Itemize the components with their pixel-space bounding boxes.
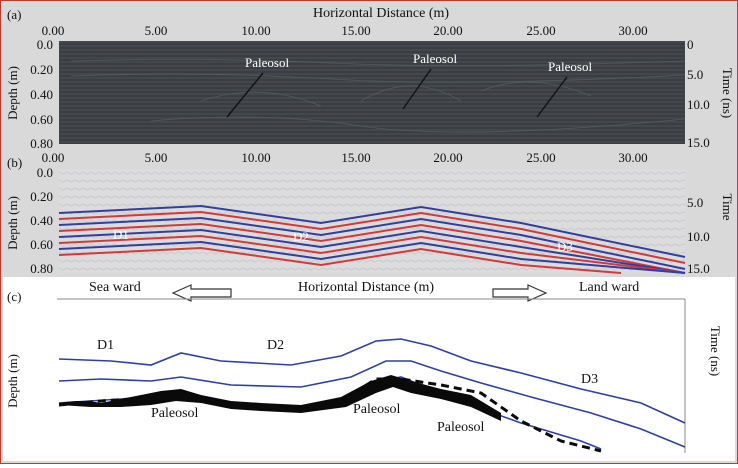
panel-a-x-tick: 0.00 bbox=[42, 23, 65, 38]
panel-a-time-label: Time (ns) bbox=[720, 68, 735, 118]
paleosol-fill bbox=[59, 375, 501, 421]
panel-b-x-tick: 25.00 bbox=[526, 150, 555, 165]
panel-a-x-tick: 20.00 bbox=[433, 23, 462, 38]
panel-a-depth-ticks: 0.0 0.20 0.40 0.60 0.80 bbox=[30, 37, 53, 151]
panel-a-time-tick: 5.0 bbox=[687, 67, 703, 82]
paleosol-arrow bbox=[226, 72, 264, 118]
unit-label: D1 bbox=[97, 338, 114, 353]
unit-label: D3 bbox=[581, 372, 598, 387]
panel-b-x-tick: 10.00 bbox=[241, 150, 270, 165]
panel-a-x-tick: 30.00 bbox=[618, 23, 647, 38]
unit-label: D2 bbox=[267, 338, 284, 353]
arrow-left-icon bbox=[171, 284, 232, 302]
paleosol-label: Paleosol bbox=[245, 55, 289, 70]
panel-a-depth-label: Depth (m) bbox=[5, 66, 20, 120]
panel-a-radargram bbox=[59, 41, 685, 144]
panel-a-time-tick: 0 bbox=[687, 37, 694, 52]
panel-b-depth-tick: 0.80 bbox=[30, 261, 53, 276]
panel-a-label: (a) bbox=[7, 7, 21, 22]
panel-b-x-tick: 20.00 bbox=[433, 150, 462, 165]
panel-c-unit-labels: D1 D2 D3 bbox=[97, 338, 598, 387]
panel-a-annotations: Paleosol Paleosol Paleosol bbox=[226, 51, 592, 118]
unit-label: D3 bbox=[557, 239, 573, 254]
panel-b-time-ticks: 5.0 10.0 15.0 bbox=[687, 195, 710, 276]
unit-label: D1 bbox=[113, 227, 129, 242]
panel-c-label: (c) bbox=[7, 289, 21, 304]
panel-b-x-tick: 15.00 bbox=[341, 150, 370, 165]
paleosol-label: Paleosol bbox=[548, 59, 592, 74]
panel-a-x-tick: 15.00 bbox=[341, 23, 370, 38]
panel-b-depth-tick: 0.20 bbox=[30, 189, 53, 204]
panel-a-depth-tick: 0.0 bbox=[37, 37, 53, 52]
unit-label: D2 bbox=[293, 229, 309, 244]
land-ward-label: Land ward bbox=[579, 280, 639, 295]
panel-a-axis-title: Horizontal Distance (m) bbox=[313, 6, 449, 21]
panel-a-depth-tick: 0.60 bbox=[30, 112, 53, 127]
paleosol-arrow bbox=[536, 76, 568, 118]
panel-c-depth-label: Depth (m) bbox=[5, 354, 20, 408]
panel-b-depth-ticks: 0.0 0.20 0.40 0.60 0.80 bbox=[30, 165, 53, 276]
panel-a-time-tick: 15.0 bbox=[687, 135, 710, 150]
panel-b-depth-label: Depth (m) bbox=[5, 196, 20, 250]
panel-b-time-tick: 5.0 bbox=[687, 195, 703, 210]
panel-b-time-tick: 10.0 bbox=[687, 229, 710, 244]
arrow-right-icon bbox=[492, 284, 548, 302]
panel-a-time-ticks: 0 5.0 10.0 15.0 bbox=[687, 37, 710, 150]
panel-c-paleosol-labels: Paleosol Paleosol Paleosol bbox=[151, 402, 485, 435]
paleosol-label: Paleosol bbox=[151, 406, 199, 421]
panel-b-x-tick: 30.00 bbox=[618, 150, 647, 165]
panel-b-annotations: D1 D2 D3 bbox=[113, 227, 573, 254]
panel-a-depth-tick: 0.40 bbox=[30, 87, 53, 102]
panel-a-x-tick: 5.00 bbox=[145, 23, 168, 38]
panel-b-x-tick: 0.00 bbox=[42, 150, 65, 165]
panel-a-time-tick: 10.0 bbox=[687, 97, 710, 112]
paleosol-label: Paleosol bbox=[437, 420, 485, 435]
panel-b-depth-tick: 0.0 bbox=[37, 165, 53, 180]
panel-a-depth-tick: 0.20 bbox=[30, 62, 53, 77]
paleosol-label: Paleosol bbox=[353, 402, 401, 417]
panel-a-x-ticks: 0.00 5.00 10.00 15.00 20.00 25.00 30.00 bbox=[42, 23, 648, 38]
panel-b-depth-tick: 0.40 bbox=[30, 213, 53, 228]
sea-ward-label: Sea ward bbox=[89, 280, 141, 295]
panel-c-time-label: Time (ns) bbox=[708, 326, 723, 376]
panel-b-depth-tick: 0.60 bbox=[30, 237, 53, 252]
boundary-upper bbox=[58, 338, 686, 424]
paleosol-arrow bbox=[402, 68, 432, 110]
panel-c-axis-title: Horizontal Distance (m) bbox=[298, 280, 434, 295]
boundary-middle bbox=[58, 360, 686, 448]
paleosol-label: Paleosol bbox=[413, 51, 457, 66]
panel-b-x-tick: 5.00 bbox=[145, 150, 168, 165]
panel-b-time-tick: 15.0 bbox=[687, 261, 710, 276]
panel-c-paleosol-band bbox=[58, 375, 602, 453]
panel-a-reflections bbox=[70, 59, 686, 133]
panel-b-horizons bbox=[58, 204, 686, 274]
panel-b-x-ticks: 0.00 5.00 10.00 15.00 20.00 25.00 30.00 bbox=[42, 150, 648, 165]
panel-a-depth-tick: 0.80 bbox=[30, 136, 53, 151]
panel-a-x-tick: 25.00 bbox=[526, 23, 555, 38]
panel-a-x-tick: 10.00 bbox=[241, 23, 270, 38]
panel-b-label: (b) bbox=[7, 155, 22, 170]
panel-b-time-label: Time bbox=[720, 194, 735, 221]
